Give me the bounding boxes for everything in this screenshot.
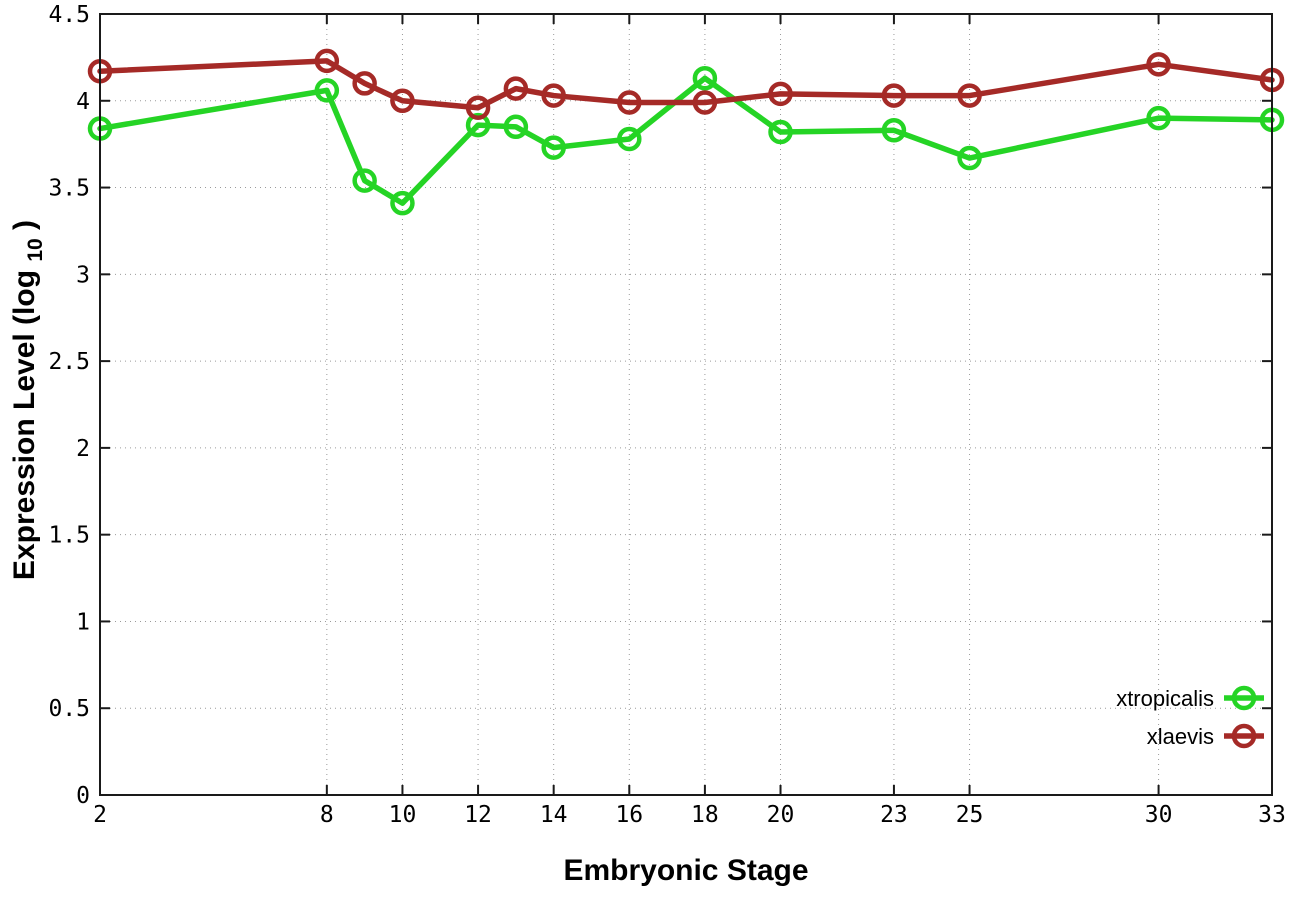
y-tick-label: 2.5 — [48, 349, 90, 375]
x-tick-label: 12 — [464, 802, 492, 828]
data-point-xtropicalis-stage-14 — [541, 135, 566, 160]
data-point-xlaevis-stage-10 — [390, 88, 415, 114]
x-tick-label: 14 — [540, 802, 568, 828]
y-axis-title-base: Expression Level (log — [8, 270, 41, 580]
data-point-xlaevis-stage-8 — [314, 48, 340, 74]
series-layer — [87, 48, 1285, 216]
y-tick-label: 1 — [76, 609, 90, 635]
data-point-xlaevis-stage-30 — [1146, 52, 1171, 77]
y-axis-title: Expression Level (log 10 ) — [8, 220, 49, 580]
y-tick-label: 3 — [76, 262, 90, 288]
data-point-xtropicalis-stage-13 — [503, 114, 529, 140]
tick-label-layer: 2 8 10 12 14 16 18 20 23 25 30 33 0 0.5 1 1.5 2 2.5 3 3.5 4 4… — [48, 2, 1285, 828]
x-tick-label: 18 — [691, 802, 719, 828]
data-point-xlaevis-stage-13 — [503, 76, 529, 101]
legend-label-xtropicalis: xtropicalis — [1116, 686, 1214, 711]
x-tick-label: 10 — [389, 802, 417, 828]
y-tick-label: 0.5 — [48, 696, 90, 722]
y-tick-label: 1.5 — [48, 523, 90, 549]
data-point-xlaevis-stage-18 — [692, 90, 718, 115]
data-point-xlaevis-stage-20 — [768, 81, 793, 107]
data-point-xtropicalis-stage-12 — [465, 112, 491, 138]
data-point-xtropicalis-stage-23 — [881, 118, 907, 143]
y-tick-label: 3.5 — [48, 176, 90, 202]
data-point-xtropicalis-stage-30 — [1146, 105, 1171, 131]
x-tick-label: 25 — [956, 802, 984, 828]
x-tick-label: 20 — [767, 802, 795, 828]
x-tick-label: 33 — [1258, 802, 1286, 828]
x-axis-title: Embryonic Stage — [563, 854, 808, 887]
data-point-xlaevis-stage-9 — [352, 71, 377, 96]
x-tick-label: 8 — [320, 802, 334, 828]
data-point-xtropicalis-stage-9 — [352, 168, 377, 193]
data-point-xlaevis-stage-25 — [957, 83, 982, 108]
legend: xtropicalis xlaevis — [1116, 685, 1264, 749]
legend-entry-xlaevis: xlaevis — [1147, 723, 1264, 749]
plot-border — [99, 13, 1273, 796]
data-point-xlaevis-stage-12 — [465, 95, 491, 120]
data-point-xtropicalis-stage-16 — [617, 126, 642, 152]
y-tick-label: 4.5 — [48, 2, 90, 28]
y-tick-label: 2 — [76, 436, 90, 462]
data-point-xtropicalis-stage-18 — [692, 65, 718, 91]
grid-layer — [100, 14, 1272, 795]
series-line-xlaevis — [97, 58, 1275, 111]
x-tick-label: 23 — [880, 802, 908, 828]
legend-entry-xtropicalis: xtropicalis — [1116, 685, 1264, 711]
data-point-xtropicalis-stage-25 — [957, 145, 982, 171]
x-tick-label: 16 — [615, 802, 643, 828]
y-tick-label: 0 — [76, 783, 90, 809]
legend-marker-xlaevis — [1231, 723, 1257, 749]
data-point-xlaevis-stage-23 — [881, 83, 907, 108]
legend-label-xlaevis: xlaevis — [1147, 724, 1214, 749]
x-tick-label: 30 — [1145, 802, 1173, 828]
data-point-xtropicalis-stage-20 — [768, 119, 793, 145]
x-tick-label: 2 — [93, 802, 107, 828]
legend-marker-xtropicalis — [1231, 685, 1257, 711]
data-point-xlaevis-stage-14 — [541, 83, 566, 108]
y-tick-label: 4 — [76, 89, 90, 115]
series-line-xtropicalis — [97, 75, 1275, 206]
frame-layer — [99, 13, 1273, 796]
data-point-xtropicalis-stage-10 — [390, 190, 415, 216]
data-point-xlaevis-stage-16 — [617, 90, 642, 115]
data-point-xtropicalis-stage-8 — [314, 78, 340, 103]
y-axis-title-subscript: 10 — [24, 238, 47, 261]
y-axis-title-close: ) — [8, 220, 41, 230]
